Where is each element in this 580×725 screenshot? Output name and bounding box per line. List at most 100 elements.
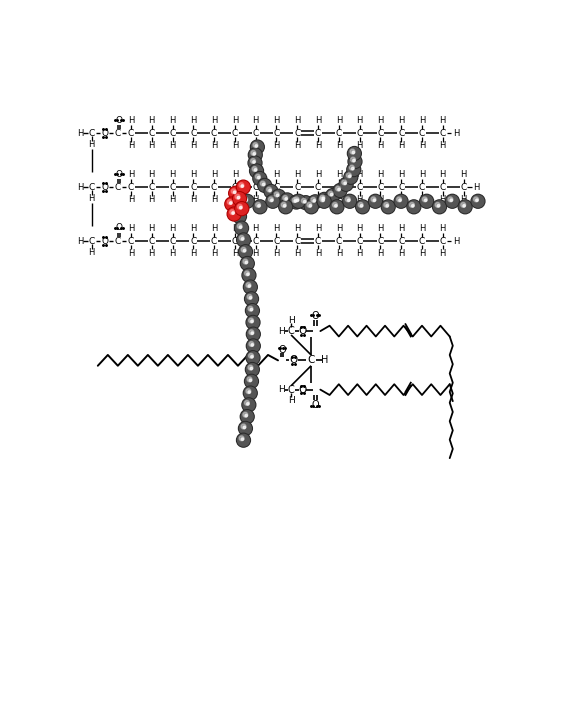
Circle shape xyxy=(239,183,244,188)
Circle shape xyxy=(420,194,434,208)
Text: H: H xyxy=(77,236,84,246)
Circle shape xyxy=(300,196,311,209)
Text: C: C xyxy=(89,183,95,191)
Circle shape xyxy=(270,199,273,202)
Circle shape xyxy=(356,200,369,214)
Circle shape xyxy=(239,236,244,241)
Text: H: H xyxy=(231,117,238,125)
Circle shape xyxy=(249,157,261,169)
Text: H: H xyxy=(148,141,155,150)
Circle shape xyxy=(303,200,306,203)
Text: H: H xyxy=(294,170,300,179)
Text: H: H xyxy=(190,117,197,125)
Circle shape xyxy=(318,195,330,207)
Circle shape xyxy=(230,202,232,204)
Circle shape xyxy=(476,199,478,202)
Circle shape xyxy=(421,195,433,207)
Circle shape xyxy=(255,145,258,147)
Circle shape xyxy=(251,165,262,177)
Circle shape xyxy=(294,200,296,202)
Text: H: H xyxy=(273,170,280,179)
Text: H: H xyxy=(336,195,342,204)
Circle shape xyxy=(237,434,251,447)
Circle shape xyxy=(435,202,440,207)
Text: H: H xyxy=(273,249,280,258)
Text: H: H xyxy=(419,117,425,125)
Circle shape xyxy=(231,189,236,194)
Circle shape xyxy=(244,280,258,294)
Text: H: H xyxy=(294,224,300,233)
Text: C: C xyxy=(294,183,300,191)
Circle shape xyxy=(347,146,361,160)
Text: H: H xyxy=(419,170,425,179)
Circle shape xyxy=(285,198,287,200)
Circle shape xyxy=(342,180,347,185)
Text: C: C xyxy=(115,183,121,191)
Circle shape xyxy=(345,171,357,183)
Circle shape xyxy=(230,187,241,199)
Text: O: O xyxy=(115,170,122,178)
Text: H: H xyxy=(336,249,342,258)
Circle shape xyxy=(249,164,263,178)
Text: H: H xyxy=(252,117,259,125)
Text: H: H xyxy=(315,249,321,258)
Circle shape xyxy=(311,197,316,202)
Text: H: H xyxy=(377,195,383,204)
Text: H: H xyxy=(128,170,134,179)
Text: H: H xyxy=(273,195,280,204)
Circle shape xyxy=(229,186,242,200)
Text: H: H xyxy=(377,224,383,233)
Text: O: O xyxy=(299,326,307,336)
Circle shape xyxy=(349,175,351,178)
Circle shape xyxy=(237,233,251,246)
Circle shape xyxy=(244,281,256,293)
Circle shape xyxy=(283,196,288,200)
Text: C: C xyxy=(232,183,238,191)
Circle shape xyxy=(352,152,354,154)
Circle shape xyxy=(386,204,389,207)
Circle shape xyxy=(259,180,271,191)
Circle shape xyxy=(265,186,277,197)
Circle shape xyxy=(247,352,259,364)
Text: C: C xyxy=(377,129,383,138)
Circle shape xyxy=(245,304,259,318)
Circle shape xyxy=(445,194,459,208)
Circle shape xyxy=(238,421,252,435)
Text: H: H xyxy=(440,141,446,150)
Text: C: C xyxy=(288,384,295,394)
Circle shape xyxy=(235,202,249,215)
Text: H: H xyxy=(148,224,155,233)
Text: C: C xyxy=(357,183,362,191)
Circle shape xyxy=(284,204,286,207)
Circle shape xyxy=(340,178,352,190)
Text: C: C xyxy=(211,129,218,138)
Text: H: H xyxy=(190,249,197,258)
Text: H: H xyxy=(440,195,446,204)
Text: H: H xyxy=(169,224,176,233)
Circle shape xyxy=(243,413,248,417)
Text: H: H xyxy=(294,249,300,258)
Circle shape xyxy=(248,328,259,340)
Circle shape xyxy=(433,200,447,214)
Circle shape xyxy=(243,426,246,428)
Text: O: O xyxy=(115,223,122,233)
Circle shape xyxy=(237,204,242,209)
Text: H: H xyxy=(357,249,363,258)
Circle shape xyxy=(322,197,324,199)
Circle shape xyxy=(368,194,382,208)
Circle shape xyxy=(409,202,414,207)
Text: H: H xyxy=(357,170,363,179)
Text: H: H xyxy=(190,224,197,233)
Circle shape xyxy=(246,364,258,376)
Circle shape xyxy=(237,181,251,194)
Circle shape xyxy=(240,246,251,257)
Circle shape xyxy=(245,199,248,202)
Text: H: H xyxy=(398,141,404,150)
Text: H: H xyxy=(419,141,425,150)
Circle shape xyxy=(249,353,253,358)
Circle shape xyxy=(247,377,252,382)
Circle shape xyxy=(248,148,262,162)
Circle shape xyxy=(249,318,253,323)
Circle shape xyxy=(249,379,252,381)
Circle shape xyxy=(241,257,253,270)
